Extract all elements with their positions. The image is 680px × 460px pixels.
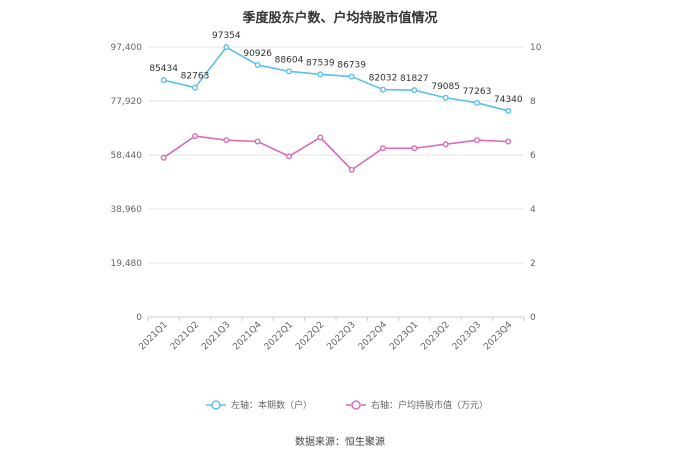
left-tick-label: 77,920	[111, 97, 143, 107]
data-point	[317, 71, 324, 78]
data-label: 85434	[149, 64, 178, 74]
right-tick-label: 2	[530, 259, 536, 269]
left-axis-ticks: 0 19,480 38,960 58,440 77,920 97,400	[111, 43, 143, 323]
data-point	[191, 133, 198, 140]
data-label: 79085	[431, 82, 460, 92]
data-point	[411, 145, 418, 152]
data-point	[442, 141, 449, 148]
data-label: 86739	[337, 61, 366, 71]
data-label: 82763	[181, 72, 210, 82]
data-label: 97354	[212, 31, 241, 41]
x-tick-label: 2022Q3	[325, 320, 357, 352]
x-tick-label: 2023Q1	[388, 320, 420, 352]
data-point	[348, 166, 355, 173]
data-point	[223, 137, 230, 144]
x-tick-label: 2022Q4	[357, 320, 390, 353]
data-point	[254, 61, 261, 68]
chart-title: 季度股东户数、户均持股市值情况	[241, 10, 437, 26]
legend-label: 右轴：户均持股市值（万元）	[371, 399, 488, 411]
data-label: 87539	[306, 58, 335, 68]
left-tick-label: 97,400	[111, 43, 143, 53]
data-point	[474, 99, 481, 106]
data-point	[254, 138, 261, 145]
x-axis-ticks: 2021Q1 2021Q2 2021Q3 2021Q4 2022Q1 2022Q2 2022…	[137, 317, 525, 353]
data-label: 77263	[463, 87, 492, 97]
right-tick-label: 6	[530, 151, 536, 161]
data-point	[317, 134, 324, 141]
x-tick-label: 2022Q2	[294, 320, 326, 352]
right-tick-label: 8	[530, 97, 536, 107]
right-axis-ticks: 0 2 4 6 8 10	[530, 43, 542, 323]
data-point	[223, 44, 230, 51]
legend-marker	[351, 400, 361, 410]
x-tick-label: 2021Q3	[200, 320, 232, 352]
data-point	[411, 87, 418, 94]
x-tick-label: 2023Q3	[451, 320, 483, 352]
x-tick-label: 2021Q2	[169, 320, 201, 352]
data-point	[442, 94, 449, 101]
x-tick-label: 2023Q4	[482, 320, 515, 353]
right-tick-label: 10	[530, 43, 542, 53]
data-point	[286, 153, 293, 160]
data-label: 88604	[275, 55, 304, 65]
x-tick-label: 2021Q4	[231, 320, 264, 353]
source-note: 数据来源：恒生聚源	[295, 435, 385, 448]
data-point	[348, 73, 355, 80]
x-tick-label: 2022Q1	[263, 320, 295, 352]
data-point	[160, 77, 167, 84]
data-label: 90926	[243, 49, 272, 59]
data-point	[191, 84, 198, 91]
left-tick-label: 19,480	[111, 259, 143, 269]
legend-marker	[211, 400, 221, 410]
right-tick-label: 4	[530, 205, 536, 215]
legend-label: 左轴：本期数（户）	[231, 399, 312, 411]
data-point	[474, 137, 481, 144]
data-point	[160, 154, 167, 161]
data-point	[380, 145, 387, 152]
left-tick-label: 58,440	[111, 151, 143, 161]
data-point	[380, 86, 387, 93]
data-point	[286, 68, 293, 75]
x-tick-label: 2021Q1	[137, 320, 169, 352]
left-tick-label: 38,960	[111, 205, 143, 215]
data-point	[505, 138, 512, 145]
data-label: 82032	[369, 74, 398, 84]
x-tick-label: 2023Q2	[419, 320, 451, 352]
right-tick-label: 0	[530, 313, 536, 323]
left-tick-label: 0	[136, 313, 142, 323]
legend: 左轴：本期数（户） 右轴：户均持股市值（万元）	[206, 399, 488, 411]
data-label: 74340	[494, 95, 523, 105]
data-label: 81827	[400, 74, 429, 84]
series-line-1	[163, 135, 509, 171]
data-point	[505, 107, 512, 114]
series-line-0	[163, 46, 509, 112]
